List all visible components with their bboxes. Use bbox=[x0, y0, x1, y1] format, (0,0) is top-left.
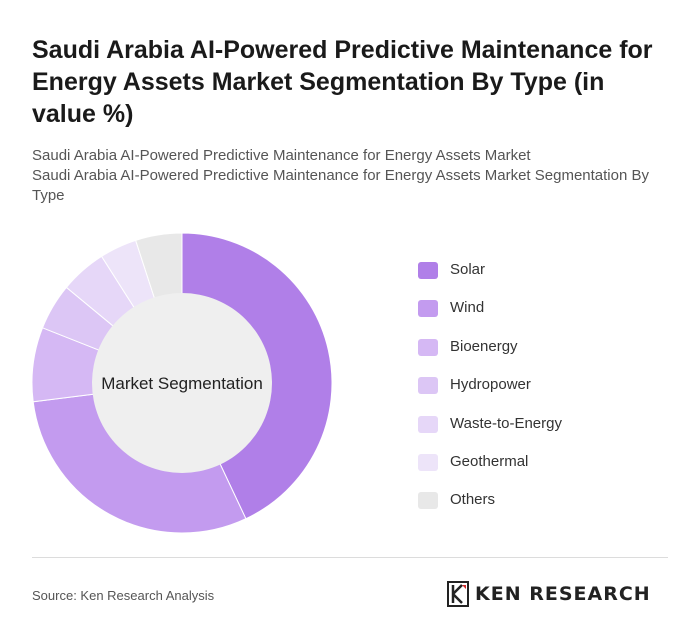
legend-swatch-wind bbox=[418, 300, 438, 318]
legend-item-hydropower: Hydropower bbox=[418, 373, 678, 411]
source-note: Source: Ken Research Analysis bbox=[32, 588, 215, 603]
legend-swatch-waste-to-energy bbox=[418, 415, 438, 433]
legend-swatch-others bbox=[418, 492, 438, 510]
legend-label-hydropower: Hydropower bbox=[450, 376, 531, 394]
donut-hole bbox=[92, 293, 272, 473]
chart-title: Saudi Arabia AI-Powered Predictive Maint… bbox=[32, 36, 653, 128]
donut-center-label: Market Segmentation bbox=[101, 374, 263, 393]
subtitle-line-2: Saudi Arabia AI-Powered Predictive Maint… bbox=[32, 167, 649, 204]
legend-item-wind: Wind bbox=[418, 296, 678, 334]
legend-item-solar: Solar bbox=[418, 258, 678, 296]
legend-item-others: Others bbox=[418, 488, 678, 526]
legend-label-waste-to-energy: Waste-to-Energy bbox=[450, 414, 562, 432]
legend-swatch-solar bbox=[418, 262, 438, 279]
legend-swatch-hydropower bbox=[418, 377, 438, 395]
legend-label-others: Others bbox=[450, 491, 496, 509]
legend-label-solar: Solar bbox=[450, 261, 486, 278]
chart-subtitle: Saudi Arabia AI-Powered Predictive Maint… bbox=[32, 146, 672, 206]
footer-divider bbox=[32, 557, 668, 558]
legend-label-bioenergy: Bioenergy bbox=[450, 337, 518, 355]
legend-item-geothermal: Geothermal bbox=[418, 450, 678, 488]
legend-item-waste-to-energy: Waste-to-Energy bbox=[418, 412, 678, 450]
ken-research-logo-text: KEN RESEARCH bbox=[475, 583, 651, 605]
ken-research-logo: KEN RESEARCH bbox=[447, 581, 651, 607]
legend-item-bioenergy: Bioenergy bbox=[418, 335, 678, 373]
legend-label-geothermal: Geothermal bbox=[450, 452, 529, 470]
chart-legend: Solar Wind Bioenergy Hydropower Waste-to-Ene… bbox=[418, 258, 678, 527]
legend-label-wind: Wind bbox=[450, 299, 485, 317]
subtitle-line-1: Saudi Arabia AI-Powered Predictive Maint… bbox=[32, 147, 531, 164]
legend-swatch-geothermal bbox=[418, 453, 438, 471]
ken-research-logo-mark bbox=[447, 581, 469, 607]
legend-swatch-bioenergy bbox=[418, 338, 438, 356]
